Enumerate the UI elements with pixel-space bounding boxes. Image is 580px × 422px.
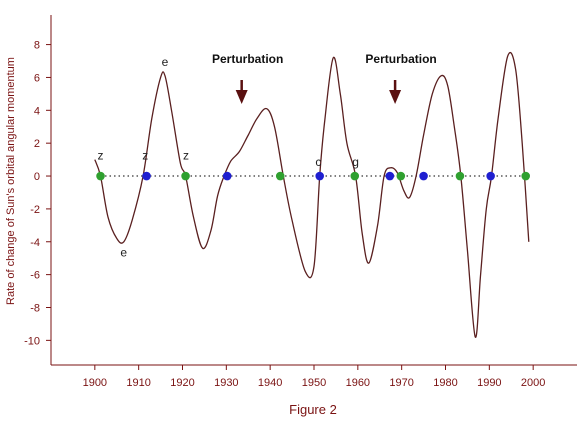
x-tick-label: 1940 bbox=[258, 377, 282, 389]
y-tick-label: 2 bbox=[34, 138, 40, 150]
perturbation-arrow-head bbox=[389, 90, 402, 104]
blue-zero-point bbox=[315, 171, 324, 181]
x-tick-labels: 1900 1910 1920 1930 1940 1950 1960 1970 1980 1990… bbox=[83, 365, 545, 389]
blue-zero-point bbox=[385, 171, 395, 181]
x-tick-label: 1960 bbox=[346, 377, 370, 389]
y-tick-label: 8 bbox=[34, 40, 40, 52]
annotation-label: e bbox=[120, 246, 127, 260]
green-zero-point bbox=[96, 171, 105, 181]
y-tick-label: -8 bbox=[30, 302, 40, 314]
green-zero-point bbox=[521, 171, 531, 181]
green-zero-point bbox=[455, 171, 465, 181]
annotation-label: e bbox=[162, 55, 169, 69]
blue-zero-point bbox=[222, 171, 232, 181]
perturbation-arrow-head bbox=[235, 90, 248, 104]
perturbation-label: Perturbation bbox=[365, 52, 436, 66]
figure-caption: Figure 2 bbox=[289, 402, 337, 417]
blue-zero-point bbox=[486, 171, 495, 181]
y-tick-label: 4 bbox=[34, 105, 40, 117]
perturbation-markers: Perturbation Perturbation bbox=[212, 52, 437, 104]
x-tick-label: 1980 bbox=[433, 377, 457, 389]
x-tick-label: 1910 bbox=[126, 377, 150, 389]
annotation-labels: z z z e e c g bbox=[98, 55, 359, 260]
y-tick-label: -4 bbox=[30, 237, 40, 249]
annotation-label: g bbox=[352, 155, 359, 169]
y-axis-label: Rate of change of Sun's orbital angular … bbox=[5, 57, 17, 305]
x-tick-label: 1950 bbox=[302, 377, 326, 389]
annotation-label: z bbox=[98, 149, 104, 163]
y-tick-label: 0 bbox=[34, 171, 40, 183]
y-tick-label: -2 bbox=[30, 204, 40, 216]
green-zero-point bbox=[350, 171, 360, 181]
series-line bbox=[94, 51, 530, 338]
annotation-label: c bbox=[315, 155, 321, 169]
axes bbox=[50, 15, 577, 366]
annotation-label: z bbox=[183, 149, 189, 163]
y-tick-label: -6 bbox=[30, 270, 40, 282]
green-zero-point bbox=[275, 171, 285, 181]
blue-zero-point bbox=[419, 171, 428, 181]
x-tick-label: 1990 bbox=[477, 377, 501, 389]
y-tick-label: -10 bbox=[24, 335, 40, 347]
annotation-label: z bbox=[142, 149, 148, 163]
x-tick-label: 1920 bbox=[170, 377, 194, 389]
y-tick-labels: 8 6 4 2 0 -2 -4 -6 -8 -10 bbox=[24, 40, 51, 347]
perturbation-label: Perturbation bbox=[212, 52, 283, 66]
green-zero-point bbox=[396, 171, 406, 181]
blue-zero-point bbox=[142, 171, 151, 181]
green-zero-point bbox=[181, 171, 190, 181]
x-tick-label: 1930 bbox=[214, 377, 238, 389]
series-layer bbox=[94, 51, 530, 338]
x-tick-label: 1970 bbox=[389, 377, 413, 389]
y-tick-label: 6 bbox=[34, 72, 40, 84]
zero-crossing-points bbox=[96, 171, 531, 181]
x-tick-label: 1900 bbox=[83, 377, 107, 389]
x-tick-label: 2000 bbox=[521, 377, 545, 389]
